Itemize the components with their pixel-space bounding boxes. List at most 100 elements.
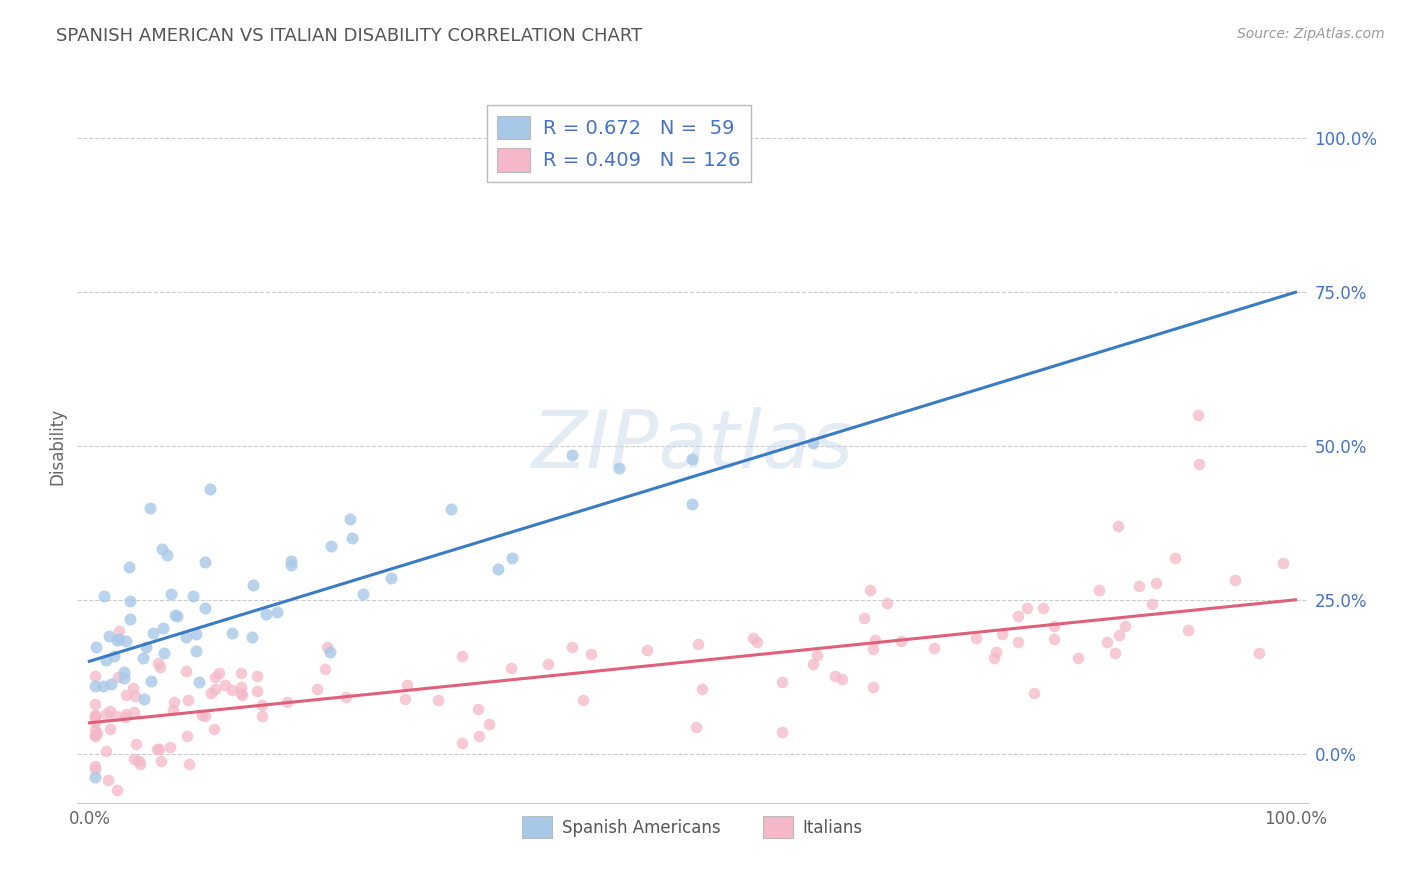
Point [94,706,117,721]
Point [747,635,769,649]
Point [84,762,107,776]
Point [1032,601,1054,615]
Point [1144,575,1167,590]
Point [1187,409,1209,423]
Point [181,589,204,603]
Point [352,587,374,601]
Point [1225,573,1247,587]
Point [986,645,1008,659]
Point [561,448,583,462]
Point [1188,458,1211,472]
Point [112,665,135,680]
Point [142,626,165,640]
Point [91,679,114,693]
Point [176,729,198,743]
Point [276,695,298,709]
Point [319,540,342,554]
Point [922,640,945,655]
Point [1067,651,1090,665]
Point [801,436,824,450]
Point [188,674,211,689]
Point [118,593,141,607]
Point [772,724,794,739]
Point [1095,635,1118,649]
Point [690,682,713,697]
Point [859,582,882,597]
Point [105,708,128,723]
Point [537,657,560,671]
Point [229,680,252,694]
Point [139,674,162,689]
Point [561,640,583,654]
Text: Source: ZipAtlas.com: Source: ZipAtlas.com [1237,27,1385,41]
Point [115,706,138,721]
Point [94,653,117,667]
Point [801,657,824,671]
Point [607,461,630,475]
Point [84,770,107,784]
Point [198,482,221,496]
Point [426,693,449,707]
Point [132,651,155,665]
Point [191,708,214,723]
Point [97,773,120,788]
Point [86,726,108,740]
Point [246,684,269,698]
Point [84,729,107,743]
Point [280,554,302,568]
Point [1108,628,1130,642]
Point [108,624,131,638]
Point [122,681,145,695]
Point [84,714,107,729]
Point [380,571,402,585]
Point [315,640,337,654]
Point [250,708,273,723]
Y-axis label: Disability: Disability [48,408,66,484]
Point [862,681,884,695]
Point [440,502,463,516]
Point [1007,635,1029,649]
Point [208,666,231,681]
Point [340,531,363,545]
Point [1043,619,1066,633]
Point [108,632,131,646]
Text: SPANISH AMERICAN VS ITALIAN DISABILITY CORRELATION CHART: SPANISH AMERICAN VS ITALIAN DISABILITY C… [56,27,643,45]
Point [983,650,1005,665]
Point [1088,582,1111,597]
Point [396,678,419,692]
Point [125,738,148,752]
Point [688,637,710,651]
Point [204,681,226,696]
Point [107,670,129,684]
Point [1128,579,1150,593]
Point [1017,600,1039,615]
Point [93,589,115,603]
Point [1164,551,1187,566]
Point [128,754,150,768]
Point [266,605,288,619]
Point [990,627,1012,641]
Point [160,587,183,601]
Legend: Spanish Americans, Italians: Spanish Americans, Italians [516,810,869,845]
Point [84,723,107,737]
Point [146,656,169,670]
Point [770,675,793,690]
Point [682,497,704,511]
Point [152,621,174,635]
Point [1107,519,1129,533]
Point [200,686,222,700]
Point [254,607,277,622]
Point [1007,609,1029,624]
Point [118,611,141,625]
Point [682,452,704,467]
Point [149,660,172,674]
Point [103,649,125,664]
Point [186,644,208,658]
Point [84,711,107,725]
Point [177,756,200,771]
Point [876,596,898,610]
Point [128,756,150,771]
Point [194,555,217,569]
Point [204,670,226,684]
Point [1249,646,1271,660]
